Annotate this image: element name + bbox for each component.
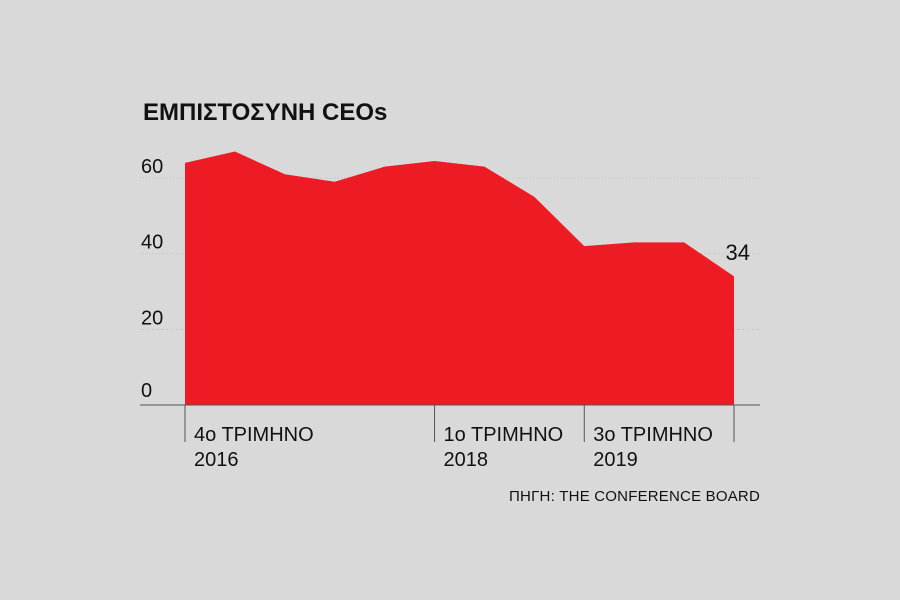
end-value-label: 34	[726, 240, 750, 265]
area-fill	[185, 151, 734, 405]
x-tick-label: 3ο ΤΡΙΜΗΝΟ	[593, 424, 713, 446]
y-tick-label: 40	[141, 232, 163, 254]
y-tick-label: 20	[141, 307, 163, 329]
source-note: ΠΗΓΗ: THE CONFERENCE BOARD	[509, 488, 760, 505]
x-tick-label-year: 2018	[444, 449, 489, 471]
x-tick-label-year: 2019	[593, 449, 638, 471]
chart-title: ΕΜΠΙΣΤΟΣΥΝΗ CEOs	[143, 99, 387, 126]
x-tick-label: 1ο ΤΡΙΜΗΝΟ	[444, 424, 564, 446]
y-tick-label: 0	[141, 380, 152, 402]
area-series	[185, 151, 734, 405]
x-tick-label: 4ο ΤΡΙΜΗΝΟ	[194, 424, 314, 446]
axes	[140, 404, 760, 442]
axis-labels: 0 20 40 60 4ο ΤΡΙΜΗΝΟ 2016 1ο ΤΡΙΜΗΝΟ 2018 3ο ΤΡ…	[141, 156, 750, 471]
y-tick-label: 60	[141, 156, 163, 178]
x-tick-label-year: 2016	[194, 449, 239, 471]
